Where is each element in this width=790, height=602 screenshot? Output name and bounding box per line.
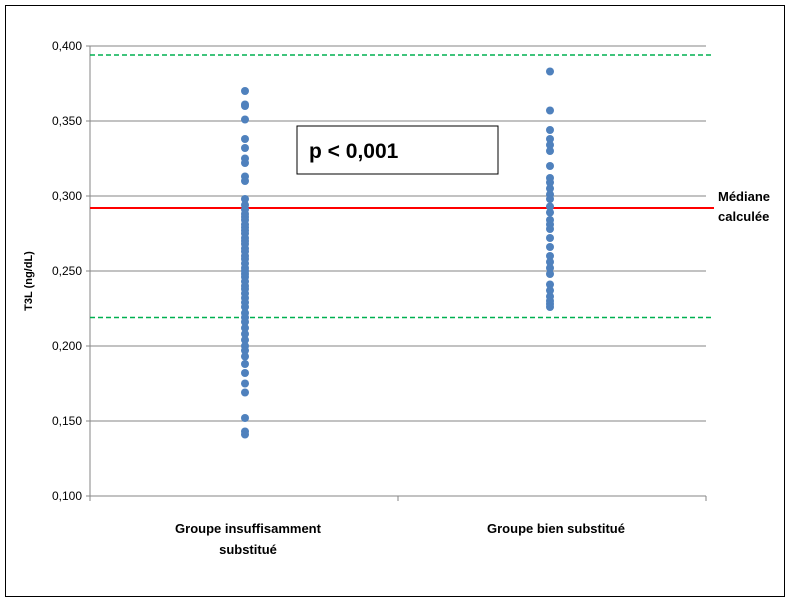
y-tick-label: 0,200 <box>52 339 82 353</box>
median-label: calculée <box>718 209 769 224</box>
data-point <box>241 87 249 95</box>
data-point <box>546 243 554 251</box>
scatter-chart: 0,100 0,150 0,200 0,250 0,300 0,350 0,400 T3L (… <box>23 39 770 557</box>
data-point <box>546 264 554 272</box>
data-point <box>241 379 249 388</box>
data-point <box>546 270 554 278</box>
data-point <box>546 258 554 266</box>
data-point <box>546 234 554 242</box>
y-tick-label: 0,400 <box>52 39 82 53</box>
data-point <box>546 184 554 193</box>
y-tick-label: 0,350 <box>52 114 82 128</box>
data-point <box>241 318 249 326</box>
category-label: substitué <box>219 542 277 557</box>
y-tick-label: 0,100 <box>52 489 82 503</box>
data-point <box>241 330 249 338</box>
y-axis-title: T3L (ng/dL) <box>23 251 35 311</box>
data-point <box>546 252 554 260</box>
data-point <box>546 126 554 134</box>
data-point <box>546 195 554 203</box>
data-point <box>546 106 554 115</box>
data-point <box>546 286 554 295</box>
data-point <box>241 159 249 167</box>
data-point <box>546 202 554 211</box>
p-value-box <box>296 125 499 175</box>
data-point <box>241 195 249 203</box>
data-point <box>241 324 249 332</box>
data-point <box>241 115 249 124</box>
data-point <box>241 414 249 422</box>
data-point <box>546 162 554 170</box>
data-point <box>546 147 554 155</box>
data-point <box>241 336 249 344</box>
data-point <box>241 360 249 368</box>
data-point <box>241 346 249 355</box>
data-point <box>546 208 554 217</box>
data-point <box>241 430 249 439</box>
data-point <box>241 352 249 361</box>
data-point <box>546 280 554 289</box>
data-point <box>546 225 554 233</box>
data-point <box>241 135 249 143</box>
data-point <box>546 141 554 149</box>
y-tick-label: 0,250 <box>52 264 82 278</box>
median-label: Médiane <box>718 189 770 204</box>
data-point <box>546 303 554 311</box>
y-tick-label: 0,150 <box>52 414 82 428</box>
data-point <box>241 303 249 311</box>
category-label: Groupe insuffisamment <box>175 521 322 536</box>
figure-frame: 0,100 0,150 0,200 0,250 0,300 0,350 0,400 T3L (… <box>5 5 785 597</box>
data-point <box>546 135 554 143</box>
data-point <box>241 369 249 377</box>
data-point <box>241 102 249 110</box>
category-label: Groupe bien substitué <box>487 521 625 536</box>
data-point <box>546 178 554 187</box>
p-value-text: p < 0,001 <box>309 140 399 163</box>
data-point <box>241 144 249 152</box>
y-tick-label: 0,300 <box>52 189 82 203</box>
data-point <box>241 388 249 397</box>
data-point <box>546 67 554 76</box>
data-point <box>241 177 249 185</box>
